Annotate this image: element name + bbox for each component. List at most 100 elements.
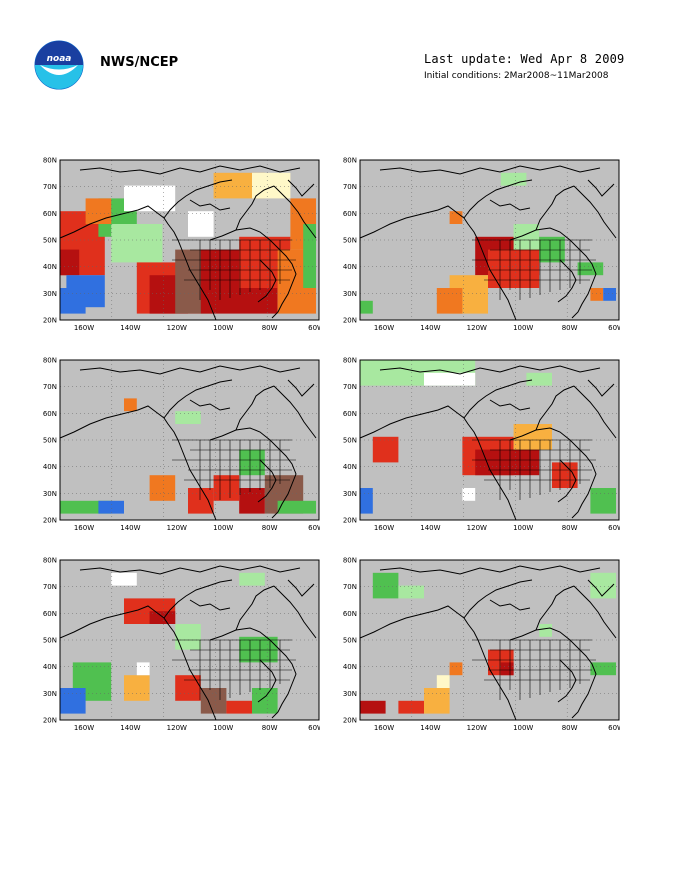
- anomaly-patch: [513, 224, 540, 250]
- coastline: [287, 379, 315, 397]
- coastline: [79, 565, 301, 575]
- lon-label: 160W: [74, 524, 94, 532]
- lon-label: 120W: [467, 524, 487, 532]
- lon-label: 140W: [120, 724, 140, 732]
- lon-label: 100W: [213, 524, 233, 532]
- coastline: [163, 579, 233, 619]
- anomaly-patch: [462, 488, 476, 501]
- lat-label: 20N: [343, 317, 357, 325]
- anomaly-patch: [590, 662, 616, 676]
- coastline: [587, 179, 615, 197]
- anomaly-patch: [603, 288, 616, 301]
- lat-label: 70N: [43, 583, 57, 591]
- map-svg: 80N 70N 60N 50N 40N 30N 20N 160W 140W 120W 100W 80W…: [343, 357, 620, 533]
- coastline: [359, 205, 517, 321]
- coastline: [209, 427, 297, 519]
- anomaly-patch: [175, 624, 201, 650]
- coastline: [273, 585, 317, 639]
- lat-label: 30N: [43, 690, 57, 698]
- lon-label: 100W: [213, 724, 233, 732]
- lat-label: 20N: [343, 717, 357, 725]
- lat-label: 50N: [43, 437, 57, 445]
- coastline: [359, 405, 517, 521]
- anomaly-patch: [303, 224, 316, 288]
- lon-label: 60W: [608, 724, 620, 732]
- lon-label: 80W: [562, 324, 578, 332]
- coastline: [573, 185, 617, 239]
- coastline: [189, 399, 231, 411]
- anomaly-patch: [475, 449, 540, 476]
- lon-label: 60W: [308, 524, 320, 532]
- map-svg: 80N 70N 60N 50N 40N 30N 20N 160W 140W 120W 100W 80W…: [43, 357, 320, 533]
- lat-label: 40N: [43, 263, 57, 271]
- lat-label: 40N: [343, 263, 357, 271]
- anomaly-patch: [60, 500, 112, 514]
- coastline: [535, 585, 575, 631]
- anomaly-patch: [360, 488, 373, 514]
- lat-label: 30N: [343, 690, 357, 698]
- lon-label: 60W: [608, 524, 620, 532]
- lon-label: 60W: [608, 324, 620, 332]
- coastline: [463, 379, 533, 419]
- lat-label: 70N: [343, 183, 357, 191]
- lon-label: 80W: [562, 524, 578, 532]
- lat-label: 50N: [343, 637, 357, 645]
- anomaly-patch: [200, 688, 227, 714]
- coastline: [209, 627, 297, 719]
- lon-label: 80W: [262, 524, 278, 532]
- anomaly-patch: [175, 411, 201, 424]
- coastline: [463, 179, 533, 219]
- anomaly-patch: [124, 675, 150, 701]
- lon-label: 80W: [262, 324, 278, 332]
- coastline: [509, 627, 597, 719]
- anomaly-patch: [213, 475, 240, 501]
- anomaly-patch: [539, 236, 565, 263]
- anomaly-patch: [239, 636, 278, 663]
- lat-label: 20N: [43, 717, 57, 725]
- lat-label: 40N: [43, 463, 57, 471]
- lon-label: 80W: [262, 724, 278, 732]
- lat-label: 60N: [43, 210, 57, 218]
- initial-conditions: Initial conditions: 2Mar2008~11Mar2008: [424, 71, 609, 81]
- map-panel-2: 80N 70N 60N 50N 40N 30N 20N 160W 140W 120W 100W 80W…: [330, 152, 620, 337]
- lon-label: 120W: [167, 524, 187, 532]
- lat-label: 60N: [43, 610, 57, 618]
- anomaly-patch: [98, 500, 124, 514]
- anomaly-patch: [149, 611, 176, 624]
- lat-label: 30N: [343, 290, 357, 298]
- coastline: [489, 199, 531, 211]
- anomaly-patch: [372, 572, 399, 599]
- coastline: [59, 405, 217, 521]
- lon-label: 160W: [374, 324, 394, 332]
- coastline: [79, 365, 301, 375]
- anomaly-patch: [277, 500, 316, 514]
- anomaly-patch: [239, 488, 265, 514]
- coastline: [273, 185, 317, 239]
- map-panel-5: 80N 70N 60N 50N 40N 30N 20N 160W 140W 120W 100W 80W…: [30, 552, 320, 737]
- anomaly-patch: [424, 688, 450, 714]
- anomaly-patch: [577, 262, 604, 276]
- lat-label: 60N: [343, 610, 357, 618]
- lon-label: 140W: [420, 524, 440, 532]
- coastline: [587, 579, 615, 597]
- coastline: [573, 385, 617, 439]
- coastline: [209, 227, 297, 319]
- lat-label: 60N: [343, 210, 357, 218]
- coastline: [535, 185, 575, 231]
- lat-label: 80N: [43, 557, 57, 565]
- lat-label: 80N: [43, 157, 57, 165]
- coastline: [287, 179, 315, 197]
- coastline: [235, 385, 275, 431]
- lat-label: 20N: [43, 517, 57, 525]
- lat-label: 30N: [43, 490, 57, 498]
- lat-label: 50N: [43, 237, 57, 245]
- map-svg: 80N 70N 60N 50N 40N 30N 20N 160W 140W 120W 100W 80W…: [343, 157, 620, 333]
- lat-label: 70N: [343, 383, 357, 391]
- lon-label: 120W: [167, 724, 187, 732]
- coastline: [163, 179, 233, 219]
- lon-label: 100W: [513, 724, 533, 732]
- coastline: [189, 599, 231, 611]
- coastline: [379, 365, 601, 375]
- coastline: [489, 399, 531, 411]
- lon-label: 160W: [374, 524, 394, 532]
